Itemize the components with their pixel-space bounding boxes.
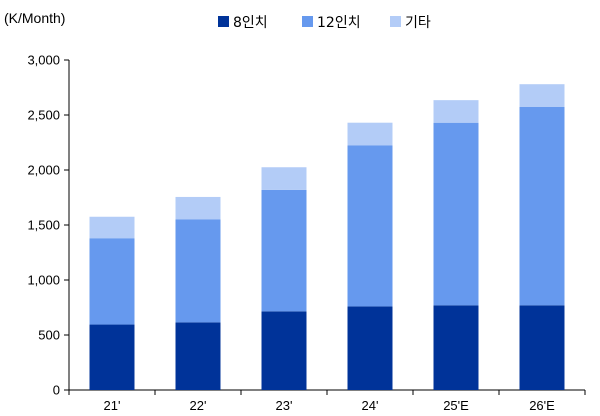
bar-segment: [175, 322, 221, 390]
axes: [64, 59, 586, 395]
x-tick-label: 23': [276, 398, 293, 413]
y-axis-labels: 0 500 1,000 1,500 2,000 2,500 3,000: [27, 53, 60, 398]
bars: [89, 84, 565, 390]
bar-segment: [89, 324, 135, 390]
bar-segment: [519, 106, 565, 306]
bar-segment: [519, 305, 565, 390]
y-tick-label: 1,500: [27, 218, 60, 233]
y-tick-label: 3,000: [27, 53, 60, 68]
legend: 8인치 12인치 기타: [218, 15, 431, 31]
x-tick-label: 21': [104, 398, 121, 413]
bar-segment: [433, 305, 479, 390]
bar-segment: [519, 84, 565, 107]
x-tick-label: 26'E: [529, 398, 555, 413]
legend-swatch: [302, 16, 313, 27]
x-tick-label: 25'E: [443, 398, 469, 413]
bar-segment: [433, 100, 479, 123]
bar-segment: [261, 311, 307, 390]
bar-segment: [89, 238, 135, 325]
bar-segment: [347, 306, 393, 390]
x-axis-labels: 21' 22' 23' 24' 25'E 26'E: [104, 398, 556, 413]
bar-segment: [175, 196, 221, 220]
y-tick-label: 0: [53, 383, 60, 398]
bar-segment: [261, 189, 307, 312]
bar-segment: [89, 216, 135, 239]
bar-segment: [175, 219, 221, 323]
legend-label: 8인치: [233, 15, 268, 31]
legend-label: 기타: [405, 15, 431, 31]
y-tick-label: 2,500: [27, 108, 60, 123]
legend-swatch: [218, 16, 229, 27]
y-tick-label: 2,000: [27, 163, 60, 178]
legend-label: 12인치: [317, 15, 361, 31]
legend-swatch: [390, 16, 401, 27]
x-tick-label: 24': [362, 398, 379, 413]
y-axis-unit-label: (K/Month): [4, 10, 65, 26]
x-tick-label: 22': [190, 398, 207, 413]
y-tick-label: 500: [38, 328, 60, 343]
bar-segment: [347, 145, 393, 307]
y-tick-label: 1,000: [27, 273, 60, 288]
bar-segment: [261, 167, 307, 190]
bar-segment: [347, 122, 393, 146]
bar-segment: [433, 122, 479, 306]
